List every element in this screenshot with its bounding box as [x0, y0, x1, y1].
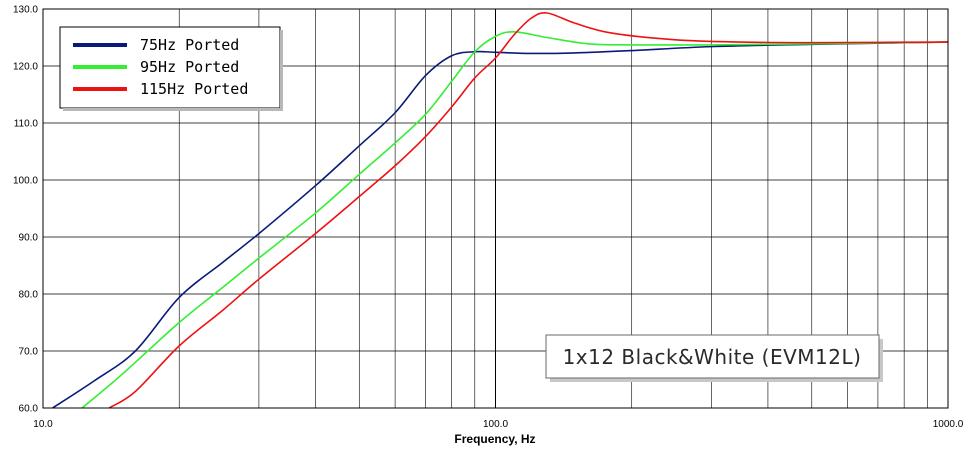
series-layer [52, 12, 949, 409]
plot-border [42, 8, 949, 409]
legend-label-2: 115Hz Ported [140, 80, 248, 98]
legend: 75Hz Ported 95Hz Ported 115Hz Ported [59, 26, 283, 111]
y-tick-label: 100.0 [13, 176, 38, 187]
annotation-frame [545, 334, 880, 379]
series-line-2 [108, 12, 949, 409]
annotation-box: 1x12 Black&White (EVM12L) [545, 334, 883, 382]
y-tick-label: 70.0 [19, 347, 39, 358]
x-tick-label: 100.0 [483, 419, 508, 430]
legend-label-0: 75Hz Ported [140, 36, 239, 54]
y-axis-ticks: 60.0 70.0 80.0 90.0 100.0 110.0 120.0 130.0 [13, 5, 38, 415]
y-tick-label: 60.0 [19, 404, 39, 415]
legend-shadow-bottom [63, 108, 283, 111]
y-tick-label: 90.0 [19, 233, 39, 244]
series-line-0 [52, 41, 949, 409]
y-tick-label: 130.0 [13, 5, 38, 16]
x-tick-label: 1000.0 [933, 419, 964, 430]
y-tick-label: 120.0 [13, 62, 38, 73]
legend-label-1: 95Hz Ported [140, 58, 239, 76]
legend-shadow-right [280, 30, 283, 111]
annotation-text: 1x12 Black&White (EVM12L) [563, 345, 862, 369]
x-axis-label: Frequency, Hz [454, 432, 535, 446]
series-line-1 [81, 30, 949, 409]
x-axis-ticks: 10.0 100.0 1000.0 [33, 419, 963, 430]
x-tick-label: 10.0 [33, 419, 53, 430]
y-tick-label: 80.0 [19, 290, 39, 301]
y-tick-label: 110.0 [14, 119, 39, 130]
